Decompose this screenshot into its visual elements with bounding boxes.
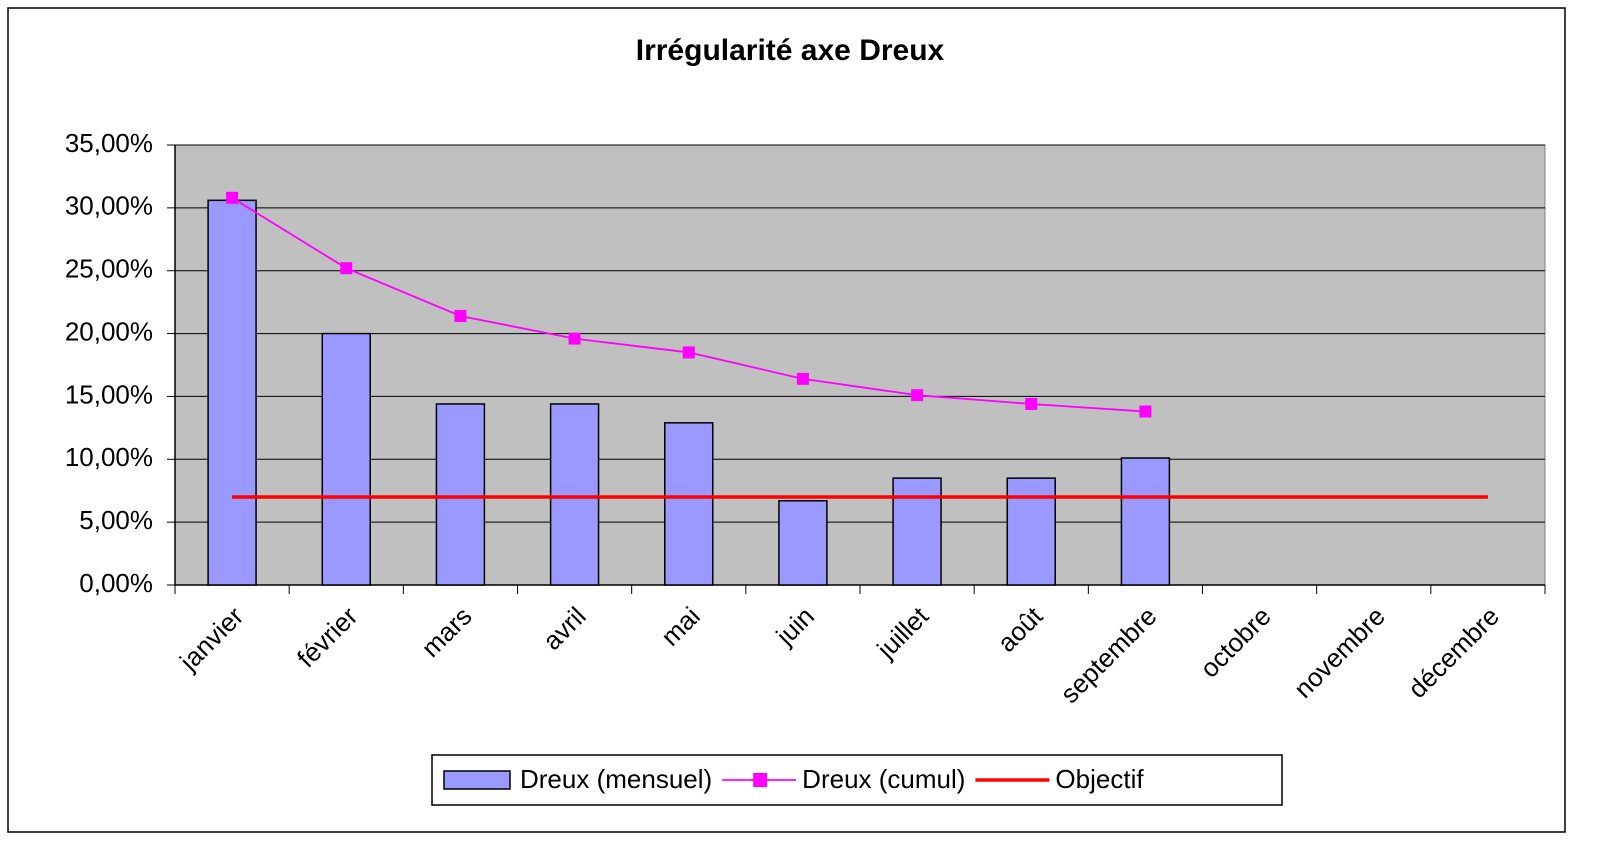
y-tick-label: 30,00% <box>65 191 153 221</box>
chart-title: Irrégularité axe Dreux <box>636 34 945 67</box>
line-marker <box>1025 397 1038 410</box>
y-tick-label: 35,00% <box>65 128 153 158</box>
line-marker <box>911 389 924 402</box>
y-tick-label: 20,00% <box>65 316 153 346</box>
line-marker <box>226 191 239 204</box>
line-marker <box>682 346 695 359</box>
y-tick-label: 25,00% <box>65 254 153 284</box>
line-marker <box>1139 405 1152 418</box>
line-marker <box>796 372 809 385</box>
bar <box>1006 477 1056 586</box>
legend-label: Dreux (cumul) <box>802 764 965 794</box>
legend-marker <box>753 773 768 787</box>
y-tick-label: 10,00% <box>65 442 153 472</box>
y-tick-label: 15,00% <box>65 379 153 409</box>
bar <box>321 332 371 586</box>
bar <box>549 403 600 586</box>
y-tick-label: 0,00% <box>79 568 153 598</box>
bar <box>1120 457 1171 586</box>
y-tick-label: 5,00% <box>79 505 153 535</box>
legend-label: Dreux (mensuel) <box>520 764 712 794</box>
bar <box>435 403 486 586</box>
line-marker <box>340 262 353 275</box>
bar <box>778 500 828 586</box>
legend-label: Objectif <box>1055 764 1144 794</box>
legend-box <box>431 754 1283 806</box>
bar <box>664 422 714 586</box>
legend-swatch <box>443 770 511 790</box>
bar <box>207 199 257 586</box>
line-marker <box>454 309 467 322</box>
bar <box>892 477 942 586</box>
plot-area <box>174 144 1546 586</box>
line-marker <box>568 332 581 345</box>
